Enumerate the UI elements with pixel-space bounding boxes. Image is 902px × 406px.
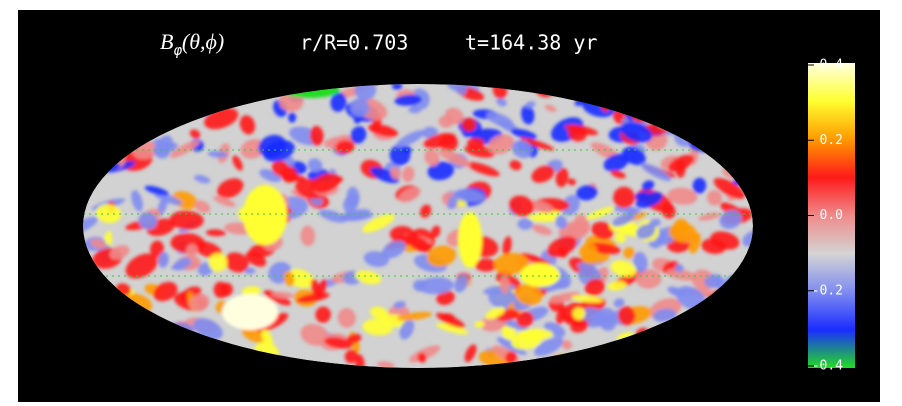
colorbar-tick-label: -0.4 [812,359,843,374]
colorbar-tick-label: 0.4 [820,58,844,73]
field-blob [520,263,560,287]
radius-label: r/R=0.703 [300,31,408,55]
field-blob [208,253,227,272]
time-label: t=164.38 yr [465,31,597,55]
field-blob [458,212,482,268]
title-symbol: B [160,29,173,54]
field-blob [288,112,296,122]
colorbar-tick-label: 0.0 [820,208,843,223]
colorbar-tick-label: 0.2 [820,133,843,148]
field-blob [243,185,287,245]
colorbar-tick-label: -0.2 [812,283,843,298]
field-blob [462,118,477,132]
field-blob [222,294,278,330]
page: Bφ(θ,ϕ) r/R=0.703 t=164.38 yr -0.4-0.20.… [0,0,902,406]
chart: Bφ(θ,ϕ) r/R=0.703 t=164.38 yr -0.4-0.20.… [0,0,902,406]
title-args: (θ,ϕ) [182,29,224,54]
